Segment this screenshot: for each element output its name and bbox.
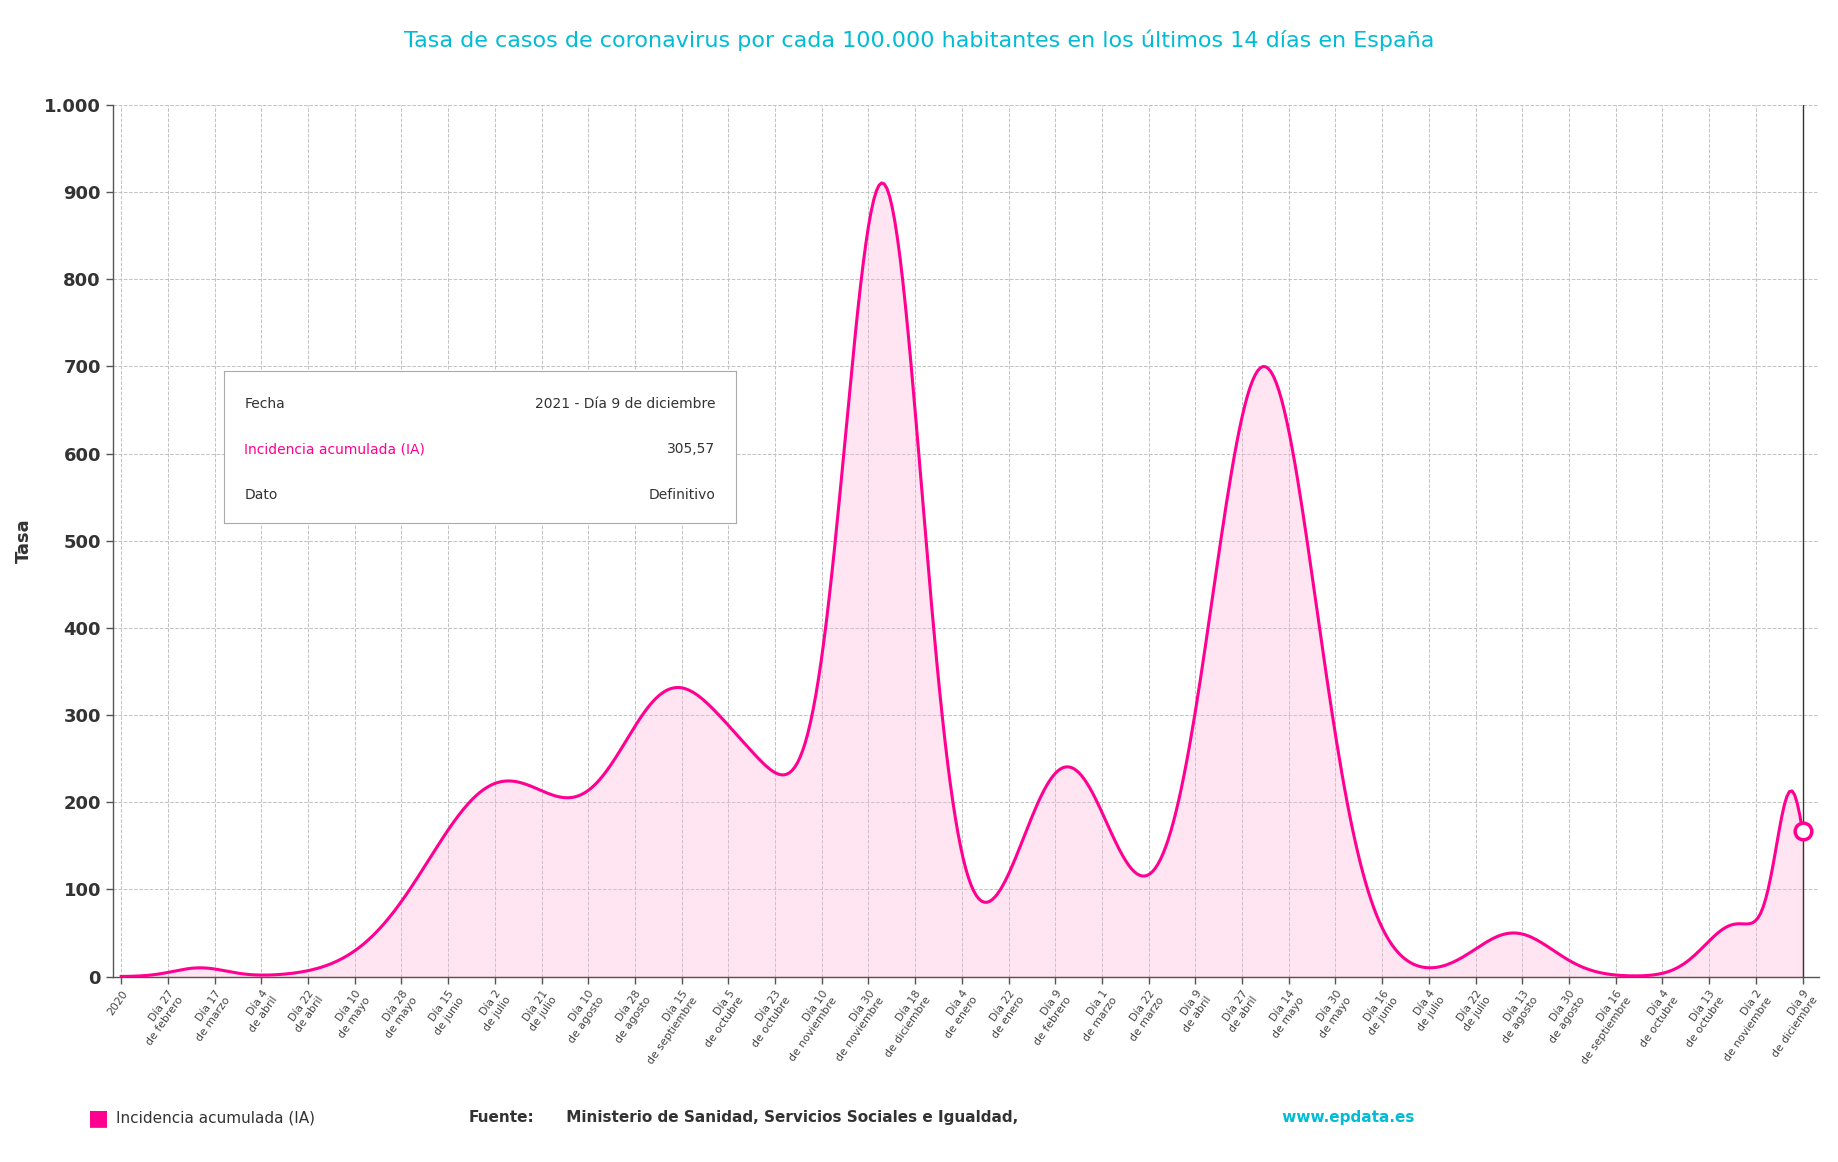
Text: ■: ■ bbox=[88, 1107, 108, 1128]
Text: www.epdata.es: www.epdata.es bbox=[1277, 1111, 1415, 1125]
Text: Fuente:: Fuente: bbox=[469, 1111, 535, 1125]
Text: Incidencia acumulada (IA): Incidencia acumulada (IA) bbox=[116, 1111, 314, 1125]
Text: Ministerio de Sanidad, Servicios Sociales e Igualdad,: Ministerio de Sanidad, Servicios Sociale… bbox=[561, 1111, 1018, 1125]
Text: Tasa de casos de coronavirus por cada 100.000 habitantes en los últimos 14 días : Tasa de casos de coronavirus por cada 10… bbox=[404, 29, 1434, 51]
Y-axis label: Tasa: Tasa bbox=[15, 518, 33, 564]
